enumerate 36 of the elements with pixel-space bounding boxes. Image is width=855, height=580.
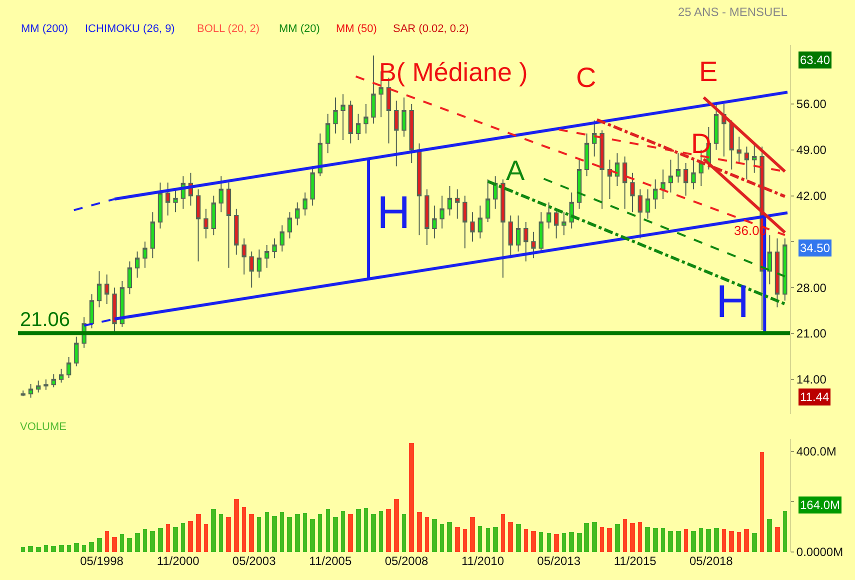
x-tick-label: 11/2015 (614, 554, 657, 568)
annotation: A (506, 155, 525, 186)
annotation: H (716, 275, 750, 327)
x-tick-label: 11/2010 (462, 554, 504, 568)
text: 11.44 (800, 390, 830, 404)
y-tick-label: 42.00 (796, 188, 827, 203)
text: MM (20) (279, 23, 320, 35)
y-tick-label: 28.00 (796, 280, 827, 295)
annotation: B( Médiane ) (379, 57, 528, 87)
text: ICHIMOKU (26, 9) (85, 23, 175, 35)
y-tick-label: 14.00 (796, 372, 827, 387)
text: 63.40 (800, 53, 830, 67)
x-tick-label: 05/2013 (537, 554, 581, 568)
y-tick-label: 21.00 (796, 326, 827, 341)
x-tick-label: 05/2003 (232, 554, 276, 568)
chart-title: 25 ANS - MENSUEL (678, 5, 788, 19)
annotation: C (576, 62, 596, 93)
text: SAR (0.02, 0.2) (393, 23, 469, 35)
x-tick-label: 05/2018 (689, 554, 734, 568)
annotation: E (699, 56, 718, 87)
x-tick-label: 05/2008 (384, 554, 429, 568)
y-tick-label: 0.0000M (796, 545, 844, 560)
y-tick-label: 56.00 (796, 97, 827, 112)
y-tick-label: 49.00 (796, 143, 827, 158)
chart-title: VOLUME (20, 421, 66, 433)
text: 164.0M (800, 498, 840, 512)
text: MM (50) (336, 23, 377, 35)
y-tick-label: 400.0M (796, 444, 836, 459)
text: MM (200) (21, 23, 68, 35)
ref-line-label: 21.06 (20, 309, 70, 331)
text: 34.50 (800, 241, 830, 255)
annotation: H (377, 186, 410, 238)
x-tick-label: 11/2005 (309, 554, 352, 568)
x-tick-label: 11/2000 (156, 554, 200, 568)
x-tick-label: 05/1998 (80, 554, 124, 568)
text: BOLL (20, 2) (197, 23, 260, 35)
